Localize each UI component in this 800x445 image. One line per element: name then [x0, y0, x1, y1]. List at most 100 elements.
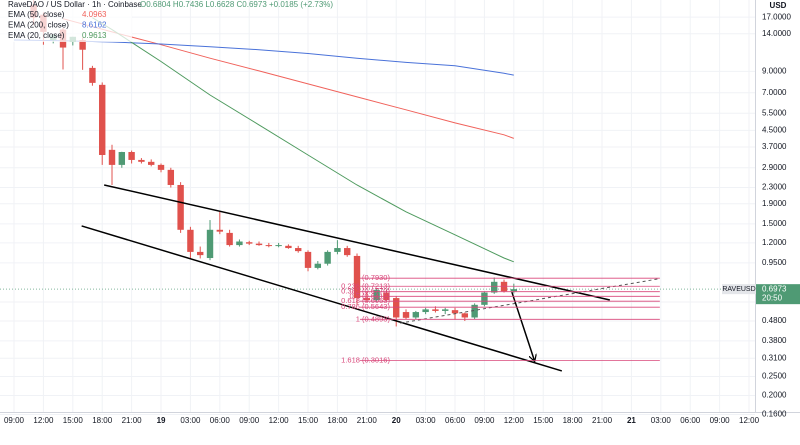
y-tick-label: 2.9000	[762, 163, 787, 172]
y-tick-label: 1.9000	[762, 199, 787, 208]
legend-value: 0.9613	[82, 31, 107, 40]
x-tick-label: 19	[157, 416, 166, 425]
overlay: (0.7930)0.236 (0.7213)0.382 (0.6770)0.5 …	[0, 0, 660, 372]
fib-label: 0.618 (0.6053)	[341, 296, 390, 305]
x-tick-label: 18:00	[563, 416, 584, 425]
candle-body	[334, 248, 341, 252]
fib-label: 1.618 (0.3016)	[341, 356, 390, 365]
candle-body	[481, 292, 488, 305]
candle-body	[304, 251, 312, 268]
candle-body	[402, 312, 410, 318]
candle-body	[187, 229, 194, 252]
x-tick-label: 09:00	[710, 416, 731, 425]
fib-label: 0.382 (0.6770)	[341, 287, 390, 296]
symbol-box	[722, 284, 756, 295]
candle-body	[148, 161, 155, 165]
y-tick-label: 3.7000	[762, 142, 787, 151]
y-tick-label: 2.3000	[762, 183, 787, 192]
candle-body	[167, 169, 175, 185]
ema-line	[62, 18, 514, 139]
legend-name: EMA (20, close)	[8, 31, 65, 40]
trendline	[81, 225, 563, 372]
currency-label: USD	[770, 1, 787, 10]
fib-label: (0.7930)	[362, 273, 390, 282]
trendline	[104, 184, 611, 301]
x-tick-label: 12:00	[269, 416, 290, 425]
legend-name: EMA (50, close)	[8, 10, 65, 19]
x-tick-label: 20	[392, 416, 401, 425]
legend-value: 4.0963	[82, 10, 107, 19]
candle-body	[393, 298, 400, 318]
x-tick-label: 15:00	[533, 416, 554, 425]
candle-body	[99, 84, 106, 155]
symbol-label: RAVEUSD	[722, 286, 755, 293]
x-tick-label: 06:00	[445, 416, 466, 425]
legend-name: EMA (200, close)	[8, 21, 69, 30]
candle-body	[295, 248, 302, 252]
candle-body	[461, 313, 469, 318]
legend-value: 8.6162	[82, 21, 107, 30]
candle-body	[79, 40, 86, 50]
countdown: 20:50	[762, 293, 783, 302]
candle-body	[128, 152, 135, 160]
arrow	[511, 291, 535, 360]
x-tick-label: 12:00	[504, 416, 525, 425]
y-tick-label: 0.4800	[762, 316, 787, 325]
y-tick-label: 17.0000	[762, 12, 791, 21]
candle-body	[275, 245, 282, 247]
candle-body	[236, 241, 243, 246]
y-tick-label: 1.2000	[762, 238, 787, 247]
candle-body	[432, 309, 439, 311]
candle-body	[89, 67, 96, 83]
fib-label: 0.236 (0.7213)	[341, 281, 390, 290]
candle-body	[265, 245, 273, 247]
x-tick-label: 03:00	[651, 416, 672, 425]
x-tick-label: 18:00	[327, 416, 348, 425]
x-tick-label: 21:00	[357, 416, 378, 425]
x-tick-label: 06:00	[210, 416, 231, 425]
candle-body	[373, 290, 380, 300]
x-tick-label: 03:00	[416, 416, 437, 425]
candle-body	[510, 289, 518, 292]
candle-body	[157, 164, 165, 170]
x-tick-label: 15:00	[63, 416, 84, 425]
candle-body	[118, 152, 126, 165]
candle-body	[451, 310, 459, 314]
ema-line	[92, 17, 514, 263]
x-tick-label: 09:00	[239, 416, 260, 425]
x-tick-label: 12:00	[739, 416, 760, 425]
candle-body	[197, 251, 204, 256]
candle-body	[442, 309, 449, 311]
y-tick-label: 0.1600	[762, 410, 787, 419]
x-tick-label: 21:00	[122, 416, 143, 425]
plot-area	[0, 0, 755, 416]
candle-body	[206, 229, 214, 259]
fib-label: 0.786 (0.5643)	[341, 302, 390, 311]
y-tick-label: 0.9500	[762, 258, 787, 267]
ohlc-readout: O0.6804 H0.7436 L0.6628 C0.6973 +0.0185 …	[140, 0, 333, 9]
candle-body	[246, 242, 253, 244]
x-tick-label: 09:00	[474, 416, 495, 425]
candle-body	[255, 243, 263, 246]
candle-body	[324, 251, 331, 264]
legend-box	[0, 0, 132, 42]
candle-body	[216, 229, 224, 232]
symbol-title: RaveDAO / US Dollar · 1h · Coinbase	[8, 0, 142, 9]
candle-body	[226, 232, 233, 246]
x-tick-label: 18:00	[92, 416, 113, 425]
candle-body	[314, 263, 322, 268]
y-tick-label: 9.0000	[762, 66, 787, 75]
x-tick-label: 21:00	[592, 416, 613, 425]
candle-body	[422, 309, 429, 313]
price-value: 0.6973	[762, 284, 787, 293]
candle-body	[353, 255, 361, 299]
x-tick-label: 12:00	[33, 416, 54, 425]
fib-label: 1 (0.4893)	[356, 314, 391, 323]
x-tick-label: 06:00	[680, 416, 701, 425]
x-tick-label: 09:00	[4, 416, 25, 425]
y-tick-label: 7.0000	[762, 88, 787, 97]
candle-body	[108, 149, 116, 165]
candle-body	[138, 159, 145, 162]
candle-body	[491, 281, 498, 293]
